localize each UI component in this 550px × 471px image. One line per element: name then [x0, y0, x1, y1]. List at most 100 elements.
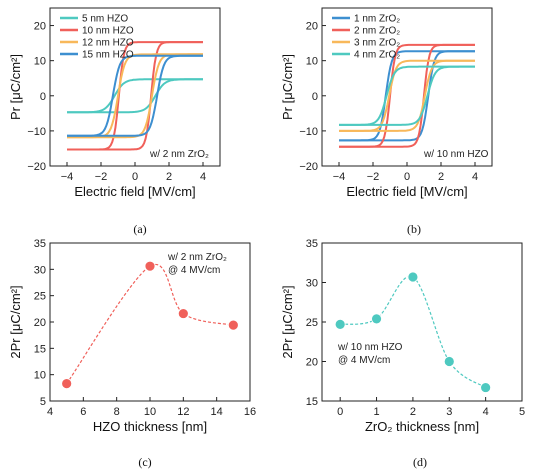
x-tick-label: −4 — [61, 171, 74, 183]
hysteresis-branch-down — [67, 53, 203, 139]
hysteresis-branch-down — [339, 43, 475, 148]
x-tick-label: 0 — [404, 171, 410, 183]
hysteresis-branch-down — [67, 54, 203, 137]
y-tick-label: −20 — [27, 161, 46, 173]
x-tick-label: 8 — [114, 406, 120, 418]
data-point — [61, 378, 73, 390]
y-tick-label: 20 — [306, 357, 318, 369]
x-axis-label: ZrO₂ thickness [nm] — [365, 419, 479, 434]
x-tick-label: 5 — [519, 406, 525, 418]
legend-label: 10 nm HZO — [82, 26, 134, 37]
x-axis-label: Electric field [MV/cm] — [346, 184, 467, 199]
data-point — [177, 308, 189, 319]
hysteresis-branch-up — [67, 53, 203, 139]
hysteresis-branch-up — [339, 65, 475, 126]
hysteresis-branch-up — [339, 59, 475, 132]
x-tick-label: 6 — [80, 406, 86, 418]
x-tick-label: 4 — [200, 171, 206, 183]
data-point — [371, 313, 382, 325]
x-tick-label: 0 — [337, 406, 343, 418]
panel-caption: (c) — [138, 455, 151, 469]
panel-caption: (a) — [133, 222, 146, 236]
annotation: @ 4 MV/cm — [168, 265, 220, 276]
y-tick-label: 5 — [40, 396, 46, 408]
legend-label: 3 nm ZrO₂ — [354, 38, 400, 49]
x-tick-label: 4 — [47, 406, 53, 418]
plot-frame — [321, 242, 523, 402]
y-tick-label: 20 — [34, 317, 46, 329]
y-tick-label: 0 — [312, 91, 318, 103]
annotation: w/ 2 nm ZrO₂ — [149, 149, 209, 160]
hysteresis-branch-up — [67, 78, 203, 114]
y-tick-label: 25 — [34, 291, 46, 303]
trend-curve — [66, 263, 234, 384]
x-axis-label: Electric field [MV/cm] — [74, 184, 195, 199]
hysteresis-branch-down — [339, 50, 475, 142]
y-tick-label: 35 — [306, 238, 318, 250]
y-axis-label: 2Pr [μC/cm²] — [280, 285, 295, 358]
hysteresis-branch-down — [67, 78, 203, 114]
x-tick-label: 3 — [446, 406, 452, 418]
hysteresis-branch-down — [339, 59, 475, 132]
legend-label: 2 nm ZrO₂ — [354, 26, 400, 37]
y-tick-label: −10 — [27, 126, 46, 138]
hysteresis-branch-up — [339, 50, 475, 142]
x-tick-label: 2 — [410, 406, 416, 418]
x-tick-label: 4 — [472, 171, 478, 183]
legend-label: 15 nm HZO — [82, 50, 134, 61]
panel-caption: (b) — [407, 222, 421, 236]
plot-frame — [49, 7, 221, 167]
y-tick-label: 20 — [34, 21, 46, 33]
y-tick-label: 15 — [34, 343, 46, 355]
legend-label: 12 nm HZO — [82, 38, 134, 49]
x-tick-label: −4 — [333, 171, 346, 183]
y-tick-label: 30 — [306, 278, 318, 290]
x-tick-label: 1 — [373, 406, 379, 418]
x-tick-label: 16 — [244, 406, 256, 418]
trend-curve — [340, 275, 486, 389]
data-point — [144, 260, 156, 272]
x-tick-label: −2 — [95, 171, 108, 183]
y-axis-label: Pr [μC/cm²] — [8, 54, 23, 120]
x-tick-label: 2 — [166, 171, 172, 183]
y-tick-label: 10 — [34, 370, 46, 382]
y-tick-label: 20 — [306, 21, 318, 33]
x-tick-label: 2 — [438, 171, 444, 183]
hysteresis-branch-down — [67, 41, 203, 151]
plot-frame — [321, 7, 493, 167]
y-tick-label: 30 — [34, 264, 46, 276]
panel-c: 4 6 8 10 12 14 16 5 10 15 20 25 30 35 HZO thickness [n… — [8, 238, 256, 469]
data-point — [334, 318, 346, 330]
x-tick-label: 12 — [177, 406, 189, 418]
panel-caption: (d) — [413, 455, 427, 469]
x-tick-label: 14 — [211, 406, 223, 418]
y-tick-label: 0 — [40, 91, 46, 103]
legend-label: 4 nm ZrO₂ — [354, 50, 400, 61]
annotation: w/ 2 nm ZrO₂ — [167, 252, 227, 263]
data-point — [407, 271, 419, 283]
x-tick-label: −2 — [367, 171, 380, 183]
legend-label: 1 nm ZrO₂ — [354, 14, 400, 25]
annotation: @ 4 MV/cm — [338, 355, 390, 366]
annotation: w/ 10 nm HZO — [337, 342, 403, 353]
x-axis-label: HZO thickness [nm] — [93, 419, 207, 434]
y-tick-label: 35 — [34, 238, 46, 250]
x-tick-label: 10 — [144, 406, 156, 418]
y-tick-label: 25 — [306, 317, 318, 329]
legend-label: 5 nm HZO — [82, 14, 128, 25]
annotation: w/ 10 nm HZO — [423, 149, 489, 160]
panel-d: 0 1 2 3 4 5 15 20 25 30 35 ZrO₂ thickness [nm] 2Pr [… — [280, 238, 525, 469]
data-point — [443, 356, 455, 367]
y-tick-label: −10 — [299, 126, 318, 138]
hysteresis-branch-down — [339, 65, 475, 126]
hysteresis-branch-up — [67, 54, 203, 137]
data-point — [227, 319, 239, 331]
y-tick-label: 15 — [306, 396, 318, 408]
y-tick-label: −20 — [299, 161, 318, 173]
y-axis-label: 2Pr [μC/cm²] — [8, 285, 23, 358]
x-tick-label: 4 — [483, 406, 489, 418]
x-tick-label: 0 — [132, 171, 138, 183]
